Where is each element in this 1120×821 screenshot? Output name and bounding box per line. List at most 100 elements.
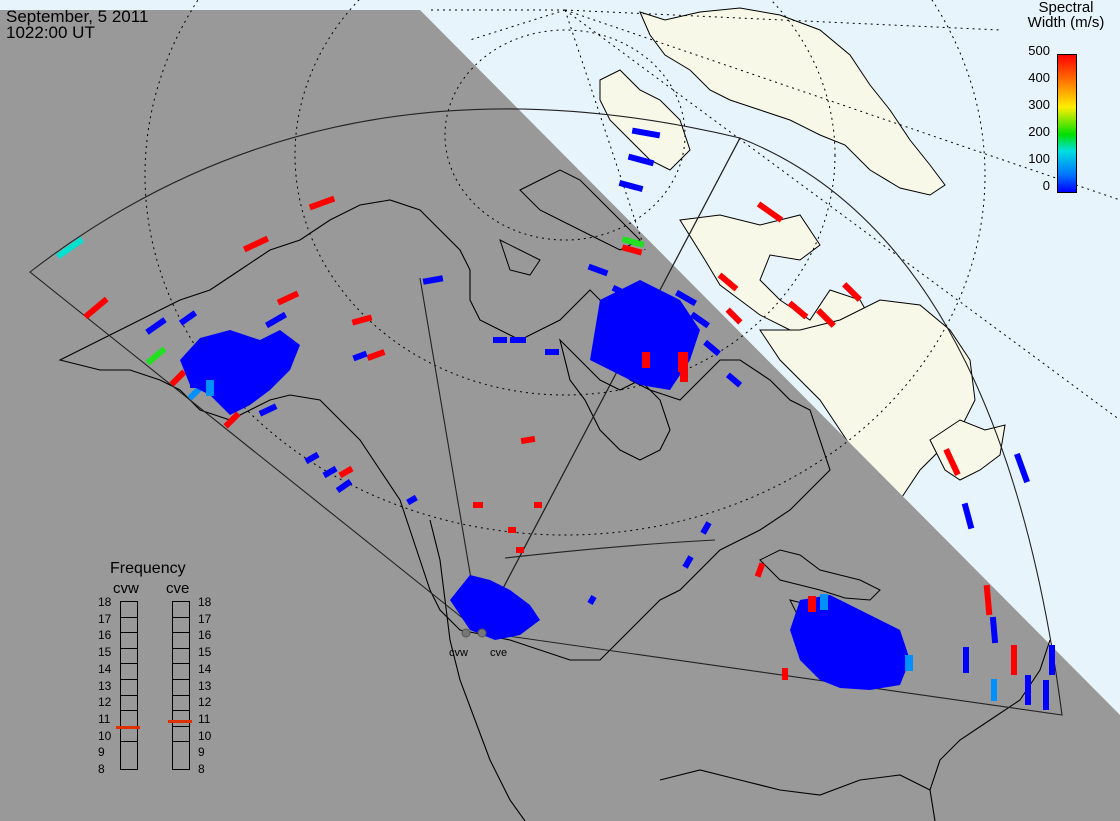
scatter-echo (842, 282, 862, 302)
frequency-cell (121, 727, 137, 743)
radar-fov-outlines (29, 108, 1063, 716)
frequency-cell (121, 680, 137, 696)
frequency-scale-label: 12 (98, 695, 112, 710)
scatter-echo (690, 311, 710, 329)
colorbar-title-line2: Width (m/s) (1027, 14, 1105, 31)
scatter-echo (473, 502, 483, 508)
frequency-cell (121, 633, 137, 649)
fov-beam-edge (419, 277, 481, 633)
cvw-site-marker (461, 628, 471, 638)
cve-frequency-marker (168, 719, 192, 723)
scatter-echo (206, 380, 214, 396)
frequency-title: Frequency (110, 560, 186, 577)
frequency-scale-label: 18 (198, 595, 212, 609)
scatter-echo (621, 244, 643, 256)
scatter-echo (587, 263, 609, 277)
scatter-echo (621, 236, 645, 248)
frequency-scale-label: 13 (198, 678, 212, 693)
latitude-circle (144, 0, 986, 536)
frequency-scale-label: 16 (98, 628, 112, 643)
frequency-scale-label: 15 (98, 645, 112, 660)
scatter-echo (816, 308, 836, 328)
scatter-echo (55, 236, 85, 260)
scatter-echo (406, 494, 418, 506)
scatter-echo (145, 317, 167, 335)
scatter-echo (756, 201, 784, 223)
frequency-cell (173, 649, 189, 665)
scatter-echo (631, 127, 661, 139)
us-east-coastline (929, 639, 1051, 821)
frequency-cell (121, 618, 137, 634)
north-america-coastline (58, 199, 831, 661)
frequency-scale-label: 16 (198, 628, 212, 643)
frequency-cell (173, 742, 189, 758)
frequency-scale-label: 9 (198, 745, 205, 760)
scatter-patch (590, 280, 700, 390)
scatter-echo (983, 584, 993, 616)
scatter-echo (83, 296, 109, 320)
frequency-scale-label: 15 (198, 645, 212, 660)
scatter-echo (242, 235, 270, 253)
scatter-echo (322, 465, 338, 479)
scatter-echo (787, 300, 809, 320)
frequency-cell (173, 633, 189, 649)
longitude-line (564, 9, 1120, 421)
scatter-echo (516, 547, 524, 553)
colorbar-tick: 400 (1028, 70, 1050, 85)
frequency-scale-label: 11 (98, 711, 111, 726)
frequency-cell (121, 664, 137, 680)
scatter-echo (961, 502, 975, 530)
date-label: September, 5 2011 (6, 7, 149, 26)
scatter-echo (627, 153, 655, 167)
scatter-echo (1043, 680, 1049, 710)
scatter-patch (790, 595, 910, 690)
scatter-echo (190, 372, 198, 388)
frequency-cell (121, 649, 137, 665)
longitude-line (564, 9, 1120, 201)
frequency-cell (121, 696, 137, 712)
longitude-line (564, 9, 646, 251)
scatter-echoes (55, 127, 1055, 710)
cvw-frequency-label: cvw (113, 580, 139, 597)
longitude-line (564, 9, 1001, 31)
scatter-echo (308, 195, 336, 211)
arctic-archipelago-coastline (499, 169, 641, 276)
scatter-echo (276, 290, 300, 306)
scatter-echo (991, 679, 997, 701)
frequency-scale-label: 10 (98, 728, 112, 743)
colorbar-tick: 300 (1028, 97, 1050, 112)
frequency-cell (121, 711, 137, 727)
colorbar-tick: 200 (1028, 124, 1050, 139)
frequency-scale-label: 17 (98, 611, 112, 626)
scatter-echo (820, 594, 828, 610)
frequency-cell (121, 742, 137, 758)
latitude-circle (294, 0, 836, 396)
frequency-cell (121, 602, 137, 618)
scatter-echo (618, 179, 644, 193)
scatter-echo (351, 314, 373, 326)
scatter-echo (678, 352, 688, 372)
frequency-cell (173, 727, 189, 743)
frequency-cell (173, 664, 189, 680)
scatter-echo (943, 448, 961, 476)
scatter-echo (1049, 645, 1055, 675)
cve-site-marker (477, 628, 487, 638)
scatter-echo (304, 451, 320, 465)
scatter-echo (989, 616, 999, 644)
scatter-echo (145, 346, 167, 366)
scatter-echo (264, 311, 288, 329)
scatter-echo (1014, 452, 1030, 484)
cve-fov-outline (479, 137, 1063, 716)
scatter-echo (510, 337, 526, 343)
latitude-circle (444, 29, 686, 241)
colorbar-title-line1: Spectral (1038, 0, 1094, 16)
longitude-lines (430, 9, 1120, 421)
colorbar-tick: 0 (1042, 178, 1050, 193)
scatter-echo (725, 372, 743, 388)
frequency-cell (173, 602, 189, 618)
cve-frequency-label: cve (166, 580, 190, 597)
scatter-echo (703, 339, 721, 357)
scatter-echo (545, 349, 559, 355)
